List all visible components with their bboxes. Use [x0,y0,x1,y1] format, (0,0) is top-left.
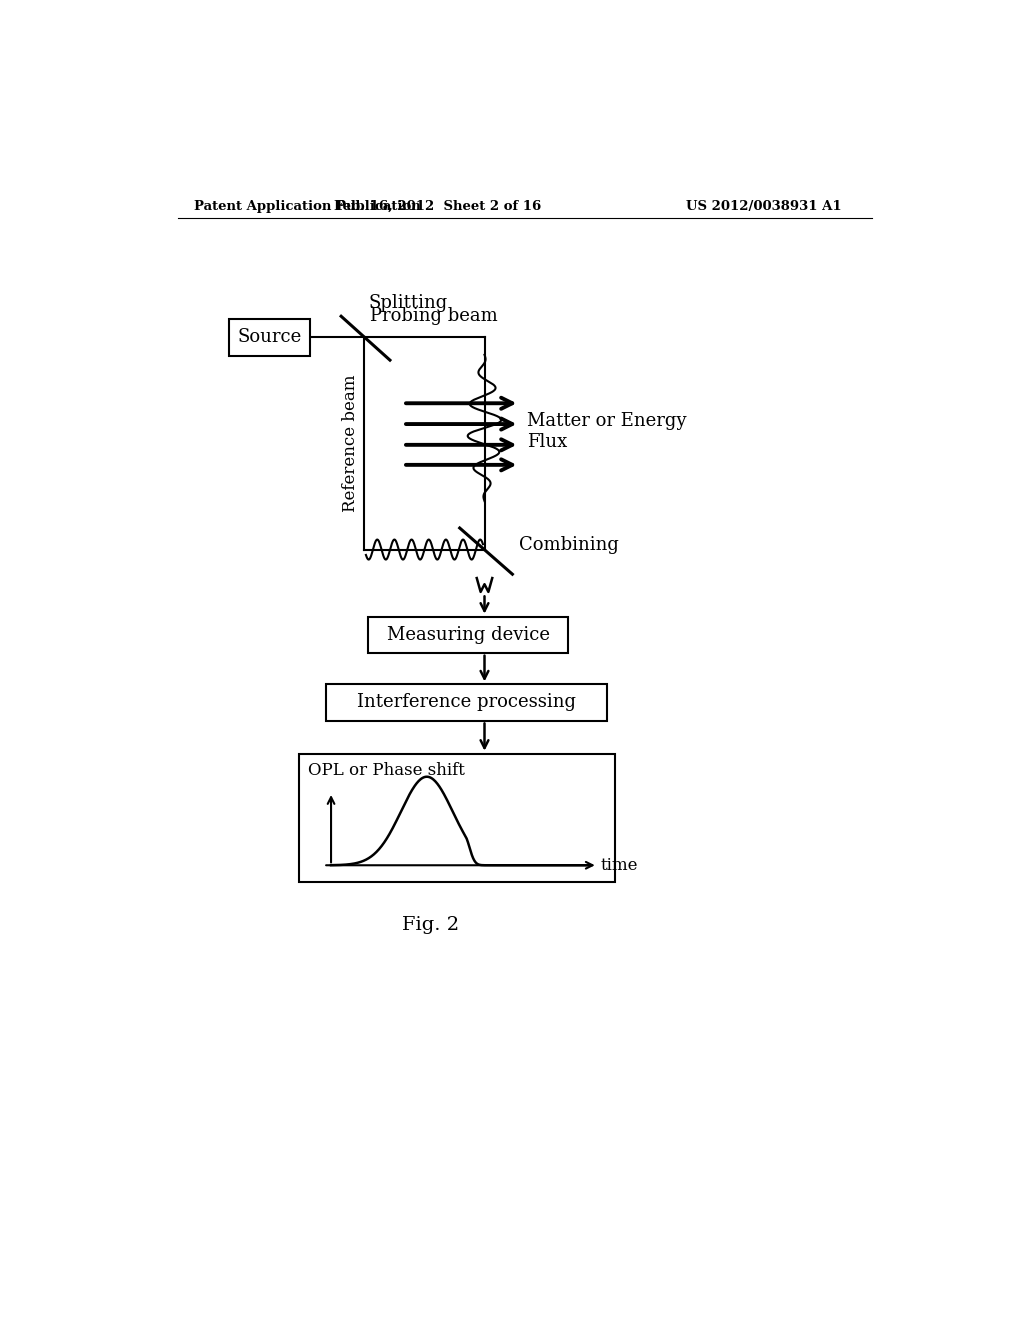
Text: Splitting: Splitting [369,294,447,312]
Text: Fig. 2: Fig. 2 [401,916,459,933]
Text: Patent Application Publication: Patent Application Publication [194,199,421,213]
FancyBboxPatch shape [228,318,310,355]
Text: Measuring device: Measuring device [387,626,550,644]
FancyBboxPatch shape [369,616,568,653]
Text: Combining: Combining [519,536,620,554]
Text: US 2012/0038931 A1: US 2012/0038931 A1 [686,199,842,213]
Text: Source: Source [238,329,301,346]
FancyBboxPatch shape [299,754,614,882]
Text: Feb. 16, 2012  Sheet 2 of 16: Feb. 16, 2012 Sheet 2 of 16 [335,199,542,213]
Text: OPL or Phase shift: OPL or Phase shift [308,762,465,779]
Text: Interference processing: Interference processing [356,693,575,711]
Text: Matter or Energy
Flux: Matter or Energy Flux [527,412,687,451]
Text: Reference beam: Reference beam [342,375,359,512]
Text: Probing beam: Probing beam [371,308,498,325]
Text: time: time [601,857,638,874]
FancyBboxPatch shape [326,684,607,721]
